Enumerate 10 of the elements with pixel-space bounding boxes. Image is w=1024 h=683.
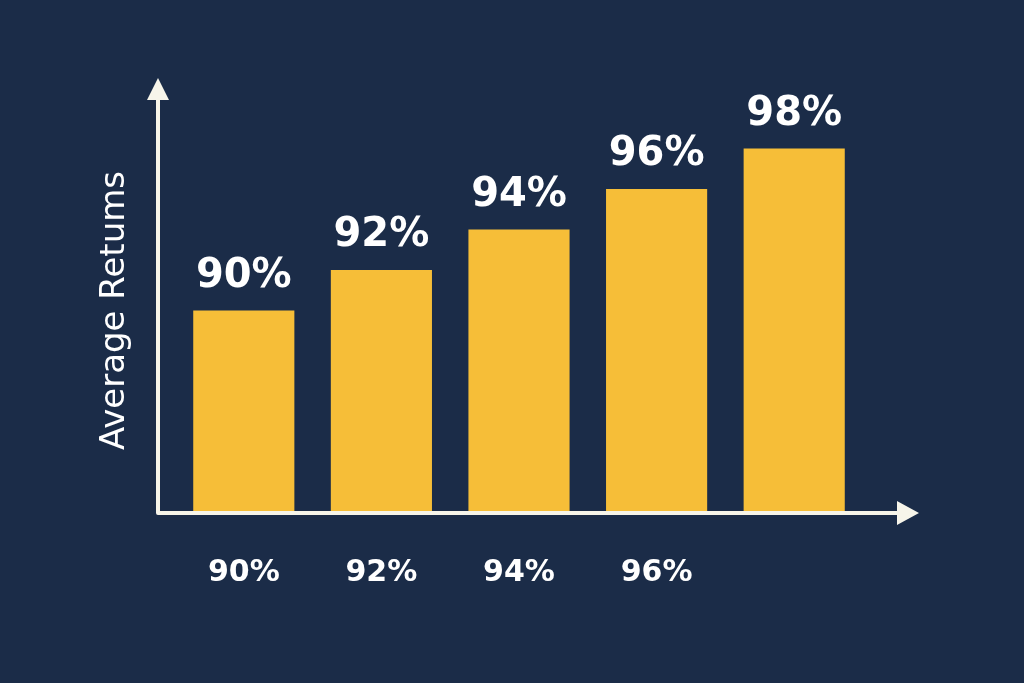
data-label: 94% (471, 168, 567, 215)
data-label: 98% (746, 87, 843, 134)
x-tick-label: 90% (207, 552, 280, 588)
data-label: 96% (608, 128, 705, 175)
x-tick-label: 94% (483, 552, 555, 588)
data-label: 90% (195, 249, 292, 296)
data-label: 92% (333, 209, 430, 256)
x-tick-label: 92% (345, 552, 418, 588)
y-axis-title: Average Retums (92, 170, 133, 451)
x-tick-label: 96% (620, 552, 693, 588)
